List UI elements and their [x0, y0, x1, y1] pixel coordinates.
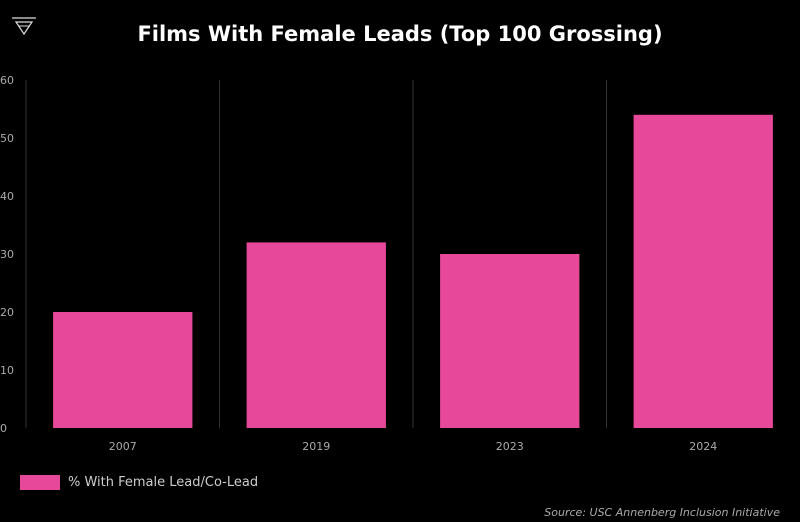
bar-2007 [53, 312, 193, 428]
x-tick-label: 2007 [109, 440, 137, 453]
bar-2024 [633, 114, 773, 429]
y-tick-label: 0 [0, 422, 7, 435]
y-tick-label: 30 [0, 248, 14, 261]
x-tick-label: 2023 [496, 440, 524, 453]
bar-2023 [440, 254, 580, 428]
y-tick-label: 60 [0, 74, 14, 87]
y-tick-label: 10 [0, 364, 14, 377]
y-tick-label: 20 [0, 306, 14, 319]
legend: % With Female Lead/Co-Lead [20, 475, 258, 490]
legend-label: % With Female Lead/Co-Lead [68, 475, 259, 490]
x-tick-label: 2019 [302, 440, 330, 453]
source-note: Source: USC Annenberg Inclusion Initiati… [544, 506, 780, 519]
y-tick-label: 40 [0, 190, 14, 203]
bar-2019 [246, 242, 386, 428]
legend-swatch [20, 475, 60, 490]
x-tick-label: 2024 [689, 440, 717, 453]
bar-chart: 0 10 20 30 40 50 60 2007 2019 2023 2024 [0, 74, 773, 453]
y-tick-label: 50 [0, 132, 14, 145]
triangle-logo-icon [12, 17, 36, 36]
chart-title: Films With Female Leads (Top 100 Grossin… [137, 22, 663, 46]
